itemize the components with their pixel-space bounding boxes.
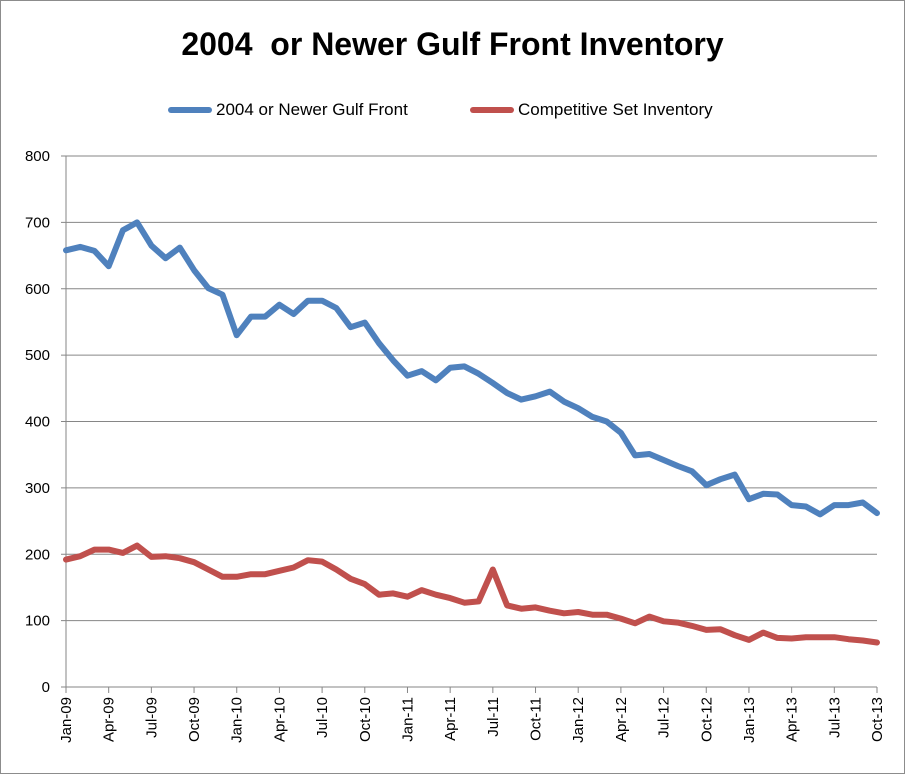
legend-item-gulf-front: 2004 or Newer Gulf Front: [168, 98, 408, 122]
legend-item-competitive-set: Competitive Set Inventory: [470, 98, 713, 122]
y-tick-label: 300: [25, 480, 50, 497]
series-line-gulf-front: [63, 219, 880, 518]
legend-label-competitive-set: Competitive Set Inventory: [518, 100, 713, 119]
axes: 0 100 200 300 400 500 600 700 800 Jan-09 Apr-09 Jul…: [25, 148, 886, 743]
x-tick-label: Oct-10: [357, 697, 374, 742]
x-tick-label: Jan-09: [58, 697, 75, 743]
y-tick-label: 0: [42, 679, 50, 696]
x-tick-label: Apr-11: [442, 697, 459, 741]
x-tick-label: Oct-09: [186, 697, 203, 742]
x-tick-label: Jul-09: [143, 697, 160, 738]
x-tick-label: Apr-09: [101, 697, 118, 742]
y-tick-label: 800: [25, 148, 50, 165]
x-tick-label: Jan-10: [229, 697, 246, 743]
x-tick-label: Oct-11: [528, 697, 545, 741]
legend-swatch-gulf-front: [168, 107, 212, 113]
legend-label-gulf-front: 2004 or Newer Gulf Front: [216, 100, 408, 119]
y-tick-label: 700: [25, 214, 50, 231]
y-tick-label: 600: [25, 281, 50, 298]
y-tick-label: 200: [25, 546, 50, 563]
x-tick-label: Jan-11: [399, 697, 416, 742]
x-tick-label: Jul-11: [485, 697, 502, 737]
y-tick-label: 400: [25, 414, 50, 431]
series-lines: [63, 219, 880, 646]
series-line-competitive-set: [63, 542, 880, 646]
x-tick-label: Apr-10: [271, 697, 288, 742]
x-tick-label: Oct-13: [869, 697, 886, 742]
legend-swatch-competitive-set: [470, 107, 514, 113]
legend: 2004 or Newer Gulf Front Competitive Set…: [0, 98, 905, 122]
gridlines: [66, 155, 877, 622]
x-tick-label: Jan-12: [570, 697, 587, 743]
x-tick-label: Jul-13: [826, 697, 843, 738]
x-tick-label: Oct-12: [698, 697, 715, 742]
y-tick-label: 500: [25, 347, 50, 364]
x-tick-label: Apr-12: [613, 697, 630, 742]
chart-title: 2004 or Newer Gulf Front Inventory: [181, 26, 724, 62]
y-tick-label: 100: [25, 613, 50, 630]
x-tick-label: Jul-10: [314, 697, 331, 738]
x-tick-label: Jul-12: [656, 697, 673, 738]
x-tick-label: Apr-13: [784, 697, 801, 742]
x-tick-label: Jan-13: [741, 697, 758, 743]
